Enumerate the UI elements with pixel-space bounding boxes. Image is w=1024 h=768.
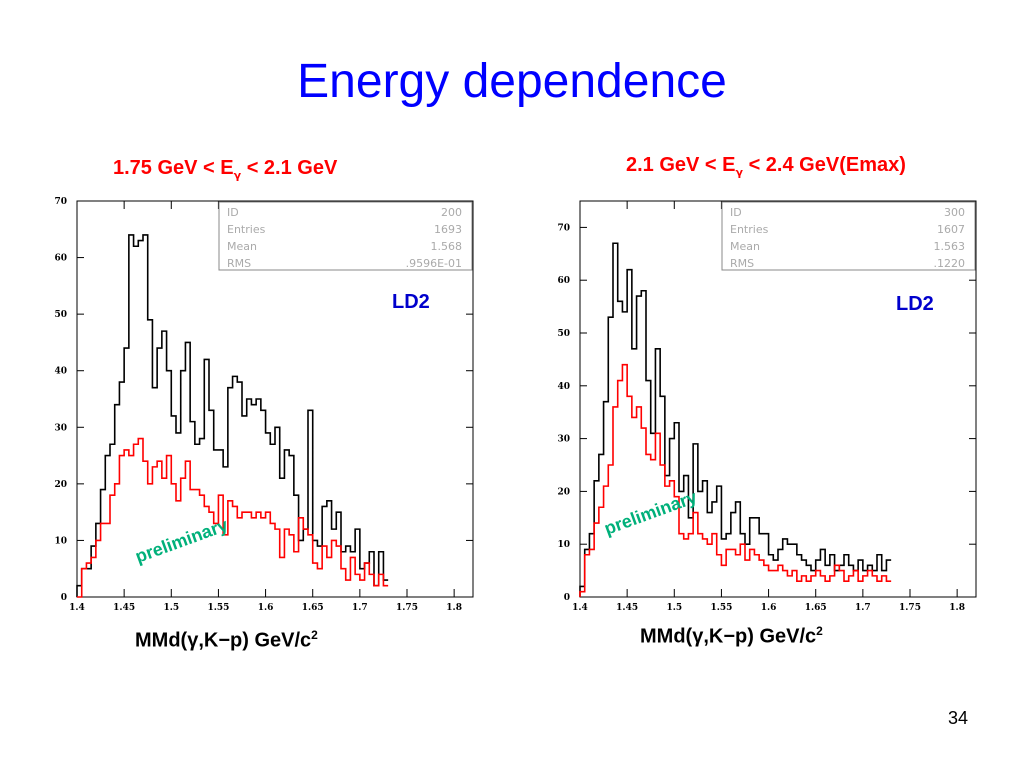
chart-2-y-tick-label: 30 [557, 435, 570, 445]
chart-1-stats-label: Entries [227, 223, 266, 236]
chart-1-x-tick-label: 1.55 [207, 603, 229, 613]
chart-1-plot: 0 10 20 30 40 50 60 70 1.4 1.45 1.5 1.55 1.6 1.65 1.7 1… [54, 197, 474, 613]
chart-2-x-tick-label: 1.55 [710, 603, 732, 613]
chart-1-y-tick-label: 60 [54, 254, 67, 264]
chart-2-ld2-label: LD2 [896, 293, 934, 315]
chart-1-heading: 1.75 GeV < Eγ < 2.1 GeV [113, 157, 337, 182]
chart-1-preliminary-label: preliminary [133, 515, 231, 567]
chart-2-x-axis-title-sup: 2 [816, 624, 823, 638]
chart-1-y-tick-label: 10 [54, 536, 67, 546]
chart-2-x-tick-label: 1.75 [899, 603, 921, 613]
chart-2-stats-value: 300 [944, 206, 965, 219]
chart-2-x-axis-title-prefix: MMd(γ,K [640, 625, 724, 648]
chart-1-stats-value: 1693 [434, 223, 462, 236]
chart-2-stats-value: .1220 [934, 257, 966, 270]
chart-2-x-axis-title-middle: p) GeV/c [735, 625, 817, 648]
chart-1-x-tick-label: 1.8 [446, 603, 462, 613]
chart-2-heading: 2.1 GeV < Eγ < 2.4 GeV(Emax) [626, 154, 906, 179]
chart-1-stats-value: 1.568 [431, 240, 463, 253]
chart-1-heading-subscript: γ [233, 169, 242, 182]
chart-1-x-axis-title-prefix: MMd(γ,K [135, 629, 219, 652]
chart-1-frame [76, 200, 474, 598]
chart-2-heading-prefix: 2.1 GeV < E [626, 154, 736, 176]
chart-1-x-axis-title: MMd(γ,K−p) GeV/c2 [135, 628, 318, 653]
chart-2-x-axis-title: MMd(γ,K−p) GeV/c2 [640, 624, 823, 649]
chart-2-y-tick-label: 20 [557, 487, 570, 497]
chart-1-x-axis-title-sup: 2 [311, 628, 318, 642]
chart-2-stats-label: Entries [730, 223, 769, 236]
chart-1-stats-value: 200 [441, 206, 462, 219]
chart-2-y-tick-label: 50 [557, 329, 570, 339]
chart-2-y-tick-label: 60 [557, 276, 570, 286]
chart-1-ld2-label: LD2 [392, 291, 430, 313]
chart-2-stats-value: 1.563 [934, 240, 966, 253]
chart-1-stats-label: RMS [227, 257, 251, 270]
chart-1-heading-suffix: < 2.1 GeV [241, 157, 338, 179]
chart-1-series-1-histogram [76, 234, 389, 597]
chart-2-stats-box [721, 201, 976, 271]
chart-2-x-tick-label: 1.45 [616, 603, 638, 613]
chart-2-y-tick-label: 10 [557, 540, 570, 550]
page-number: 34 [947, 708, 968, 728]
chart-1-x-tick-label: 1.6 [258, 603, 274, 613]
chart-2-y-tick-label: 70 [557, 223, 570, 233]
chart-2-x-tick-label: 1.4 [572, 603, 588, 613]
chart-1-stats-box [218, 201, 473, 271]
chart-2-heading-subscript: γ [735, 166, 744, 179]
chart-2-x-tick-label: 1.8 [949, 603, 965, 613]
chart-1-stats-label: ID [227, 206, 239, 219]
chart-1-x-tick-label: 1.75 [396, 603, 418, 613]
chart-1-y-tick-label: 30 [54, 423, 67, 433]
chart-2-x-tick-label: 1.6 [761, 603, 777, 613]
chart-2-x-tick-label: 1.5 [666, 603, 682, 613]
chart-2-heading-suffix: < 2.4 GeV(Emax) [743, 154, 906, 176]
chart-1-series-2-histogram [77, 437, 389, 598]
chart-1-y-tick-label: 40 [54, 367, 67, 377]
slide-title: Energy dependence [297, 55, 727, 108]
chart-2-x-tick-label: 1.7 [855, 603, 871, 613]
chart-2-stats-label: Mean [730, 240, 760, 253]
chart-1-y-tick-label: 50 [54, 310, 67, 320]
chart-2-plot: 0 10 20 30 40 50 60 70 1.4 1.45 1.5 1.55 1.6 1.65 1.7 1… [557, 200, 977, 613]
chart-1-heading-prefix: 1.75 GeV < E [113, 157, 234, 179]
chart-2-series-1-histogram [579, 242, 892, 597]
chart-2-stats-label: RMS [730, 257, 754, 270]
chart-2-y-tick-label: 40 [557, 382, 570, 392]
chart-1-stats-value: .9596E-01 [406, 257, 462, 270]
chart-1-x-axis-title-minus: − [218, 629, 231, 652]
chart-1-x-tick-label: 1.4 [69, 603, 85, 613]
chart-1-x-tick-label: 1.65 [302, 603, 324, 613]
chart-1-x-tick-label: 1.45 [113, 603, 135, 613]
chart-2-frame [579, 200, 977, 598]
chart-2-stats-value: 1607 [937, 223, 965, 236]
chart-1-y-tick-label: 0 [61, 593, 67, 603]
chart-1-stats-label: Mean [227, 240, 257, 253]
chart-2-x-tick-label: 1.65 [805, 603, 827, 613]
chart-2-y-tick-label: 0 [564, 593, 570, 603]
chart-1-y-tick-label: 20 [54, 480, 67, 490]
chart-2-preliminary-label: preliminary [602, 487, 700, 539]
chart-2-stats-label: ID [730, 206, 742, 219]
chart-2-x-axis-title-minus: − [723, 625, 736, 648]
chart-1-x-tick-label: 1.5 [163, 603, 179, 613]
chart-1-x-tick-label: 1.7 [352, 603, 368, 613]
chart-2-series-2-histogram [579, 363, 892, 597]
chart-1-x-axis-title-middle: p) GeV/c [230, 629, 312, 652]
chart-1-y-tick-label: 70 [54, 197, 67, 207]
